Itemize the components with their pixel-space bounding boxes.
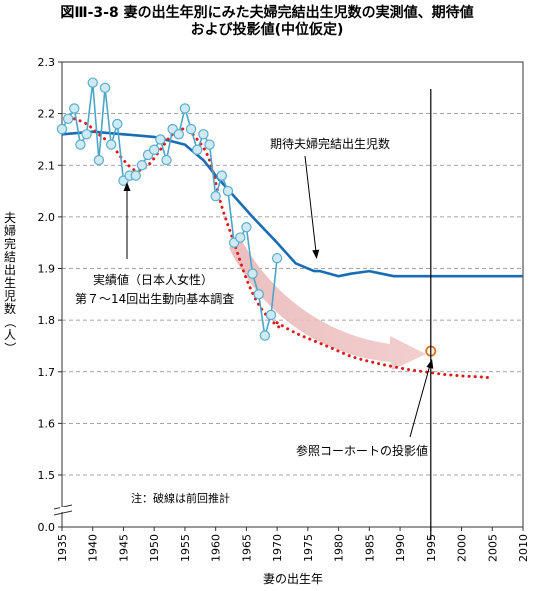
y-tick-label: 2.2 — [38, 108, 56, 121]
axis-break-gap — [60, 507, 65, 512]
x-tick-label: 1955 — [179, 534, 192, 562]
series-expected-line — [61, 130, 523, 278]
x-tick-label: 1935 — [56, 534, 69, 562]
projection-label-pointer — [409, 364, 431, 438]
trend-arrow — [229, 237, 426, 370]
series-actual-marker — [247, 268, 258, 279]
series-actual-marker — [112, 118, 123, 130]
series-actual-marker — [253, 289, 264, 300]
y-tick-label: 2.1 — [38, 159, 56, 172]
series-actual-marker — [216, 170, 228, 181]
x-tick-label: 1960 — [210, 534, 223, 562]
y-axis-title-char: 出 — [4, 263, 16, 277]
y-axis-title: 夫婦完結出生児数（人） — [3, 211, 17, 354]
x-tick-label: 2010 — [517, 534, 530, 562]
note-text: 注：破線は前回推計 — [131, 491, 230, 505]
y-axis-title-char: （ — [3, 316, 17, 328]
series-actual-marker — [75, 139, 86, 150]
x-tick-label: 1990 — [394, 534, 407, 562]
series-actual-marker — [81, 129, 92, 140]
y-tick-label: 1.5 — [38, 469, 56, 482]
y-axis-title-char: ） — [3, 342, 17, 354]
series-actual-marker — [93, 154, 105, 166]
series-actual-marker — [265, 309, 277, 321]
x-tick-label: 1950 — [148, 534, 161, 562]
series-actual-marker — [62, 113, 74, 124]
series-actual-marker — [204, 139, 215, 150]
x-tick-label: 1985 — [363, 534, 376, 562]
y-tick-label: 1.9 — [38, 263, 56, 276]
projection-label-arrowhead — [426, 359, 434, 369]
series-actual-marker — [69, 103, 80, 114]
x-tick-label: 1965 — [240, 534, 253, 562]
y-tick-label: 1.7 — [38, 366, 56, 379]
plot-frame — [61, 61, 524, 528]
y-tick-label: 1.8 — [38, 314, 56, 327]
series-actual-marker — [99, 82, 111, 94]
actual-label-line2: 第７～14回出生動向基本調査 — [75, 291, 234, 306]
x-tick-label: 2000 — [456, 534, 469, 562]
series-actual-marker — [179, 103, 191, 114]
series-actual-marker — [192, 144, 203, 155]
series-actual-marker — [198, 129, 209, 140]
y-axis-title-char: 婦 — [4, 223, 16, 238]
actual-label-arrowhead — [123, 182, 131, 191]
series-actual-marker — [130, 170, 141, 181]
y-axis-title-char: 結 — [4, 250, 16, 264]
series-actual-marker — [87, 77, 98, 88]
x-tick-label: 1940 — [87, 534, 100, 562]
series-actual-marker — [185, 123, 197, 135]
y-tick-label: 1.6 — [38, 417, 56, 430]
expected-label: 期待夫婦完結出生児数 — [270, 136, 390, 151]
series-actual-marker — [259, 330, 271, 341]
y-tick-label: 2.3 — [38, 56, 56, 69]
axis-break — [53, 504, 73, 516]
chart-subtitle: および投影値(中位仮定) — [190, 22, 344, 38]
series-actual-marker — [235, 232, 246, 243]
y-tick-label: 2.0 — [38, 211, 56, 224]
series-actual-marker — [210, 191, 221, 202]
projection-label: 参照コーホートの投影値 — [296, 443, 428, 458]
series-actual-marker — [136, 160, 148, 171]
trend-arrow-body — [229, 237, 426, 370]
y-axis-title-char: 生 — [4, 276, 16, 290]
x-tick-label: 1980 — [333, 534, 346, 562]
series-actual-marker — [56, 123, 68, 135]
series-actual-marker — [173, 129, 184, 140]
series-actual-marker — [155, 134, 166, 145]
expected-label-pointer — [304, 155, 317, 253]
series-actual-marker — [271, 252, 283, 264]
x-tick-label: 2005 — [486, 534, 499, 562]
y-axis-title-char: 数 — [4, 301, 16, 316]
series-expected-previous-line — [275, 321, 494, 380]
x-tick-label: 1975 — [302, 534, 315, 562]
y-tick-label: 0.0 — [38, 521, 56, 534]
x-tick-label: 1945 — [117, 534, 130, 562]
x-tick-label: 1970 — [271, 534, 284, 562]
axis-ticks: 0.0 1.5 1.6 1.7 1.8 1.9 2.0 2.1 2.2 2.3 1935 1940 19… — [38, 56, 531, 562]
series-actual-marker — [222, 185, 234, 197]
chart-title: 図Ⅲ-3-8 妻の出生年別にみた夫婦完結出生児数の実測値、期待値 — [60, 5, 474, 21]
y-axis-title-char: 完 — [4, 236, 16, 251]
y-axis-title-char: 人 — [4, 328, 16, 342]
y-axis-title-char: 児 — [4, 289, 16, 303]
series-actual-marker — [105, 139, 117, 150]
x-axis-title: 妻の出生年 — [263, 572, 323, 586]
series-actual-marker — [148, 144, 160, 155]
actual-label-line1: 実績値（日本人女性） — [93, 272, 213, 287]
series-actual-marker — [241, 221, 252, 233]
x-tick-label: 1995 — [425, 534, 438, 562]
expected-label-arrowhead — [312, 249, 320, 259]
series-actual-marker — [161, 154, 172, 166]
y-axis-title-char: 夫 — [4, 211, 16, 225]
